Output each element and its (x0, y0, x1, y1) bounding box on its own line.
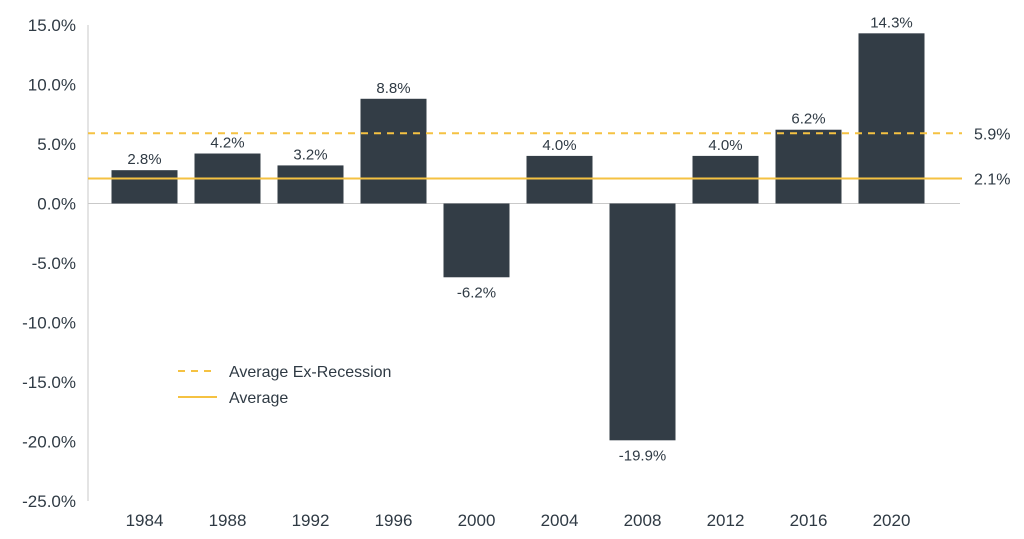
y-tick-label: -20.0% (22, 433, 76, 452)
bar (692, 155, 759, 204)
x-tick-label: 2020 (873, 511, 911, 530)
x-tick-label: 2016 (790, 511, 828, 530)
bar (526, 155, 593, 204)
bar-value-label: 4.0% (708, 137, 742, 154)
bar (609, 203, 676, 441)
legend-label-average: Average (229, 390, 288, 407)
y-tick-label: -25.0% (22, 492, 76, 511)
bar (111, 170, 178, 204)
x-tick-label: 1984 (126, 511, 164, 530)
x-tick-label: 2000 (458, 511, 496, 530)
bar-value-label: 6.2% (791, 111, 825, 128)
legend: Average Ex-Recession Average (178, 364, 391, 407)
x-tick-label: 2008 (624, 511, 662, 530)
y-tick-label: -15.0% (22, 373, 76, 392)
reference-line-label: 2.1% (974, 172, 1010, 189)
y-tick-label: 10.0% (28, 76, 76, 95)
x-tick-label: 1988 (209, 511, 247, 530)
legend-label-ex-recession: Average Ex-Recession (229, 364, 391, 381)
bar (775, 129, 842, 204)
y-tick-label: -5.0% (32, 254, 76, 273)
bar-value-label: 2.8% (127, 151, 161, 168)
bar (858, 33, 925, 204)
y-tick-label: 15.0% (28, 16, 76, 35)
y-tick-label: 5.0% (37, 135, 76, 154)
bar-value-label: 4.0% (542, 137, 576, 154)
bar (443, 203, 510, 278)
x-tick-label: 1996 (375, 511, 413, 530)
bar-value-label: 3.2% (293, 146, 327, 163)
x-axis: 1984 1988 1992 1996 2000 2004 2008 2012 2016 2020 (88, 203, 960, 530)
bar-value-label: 8.8% (376, 80, 410, 97)
bar (360, 98, 427, 204)
x-tick-label: 1992 (292, 511, 330, 530)
x-tick-label: 2004 (541, 511, 579, 530)
bar-value-label: -6.2% (457, 284, 496, 301)
bars: 2.8% 4.2% 3.2% 8.8% -6.2% 4.0% -19.9% 4.0% 6.2% 1… (111, 14, 925, 464)
y-tick-label: 0.0% (37, 195, 76, 214)
bar (277, 165, 344, 204)
reference-line-label: 5.9% (974, 126, 1010, 143)
bar-value-label: 14.3% (870, 14, 913, 31)
y-tick-label: -10.0% (22, 314, 76, 333)
bar-value-label: -19.9% (619, 447, 667, 464)
y-axis: 15.0% 10.0% 5.0% 0.0% -5.0% -10.0% -15.0% -20.0… (22, 16, 89, 511)
bar-value-label: 4.2% (210, 135, 244, 152)
x-tick-label: 2012 (707, 511, 745, 530)
reference-lines: 5.9% 2.1% (88, 126, 1010, 189)
